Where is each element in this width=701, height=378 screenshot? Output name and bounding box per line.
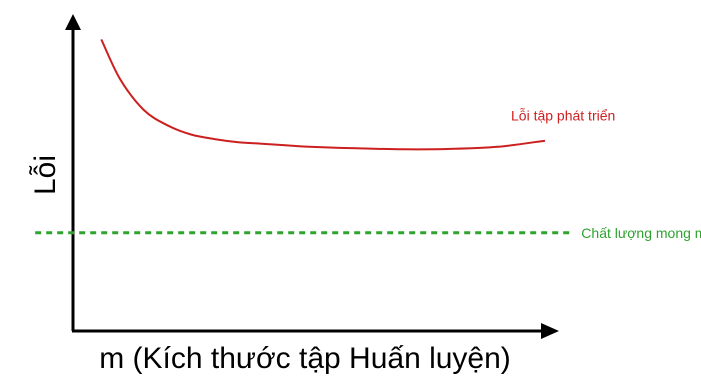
x-axis-arrowhead bbox=[541, 323, 559, 339]
series-layer bbox=[35, 38, 574, 235]
label-layer: Lỗi tập phát triển Chất lượng mong muốn bbox=[511, 108, 701, 241]
x-axis-label: m (Kích thước tập Huấn luyện) bbox=[99, 342, 511, 375]
series-line-0 bbox=[100, 38, 546, 151]
y-axis-arrowhead bbox=[65, 14, 81, 30]
y-axis-label: Lỗi bbox=[29, 155, 62, 195]
series-label-1: Chất lượng mong muốn bbox=[581, 225, 701, 241]
series-label-0: Lỗi tập phát triển bbox=[511, 108, 615, 124]
